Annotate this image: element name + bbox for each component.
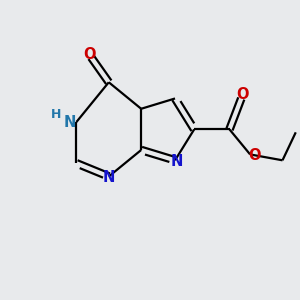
Text: O: O [236,87,249,102]
Text: N: N [103,170,115,185]
Text: O: O [248,148,261,164]
Text: H: H [51,108,61,121]
Text: O: O [83,47,96,62]
Text: N: N [170,154,183,169]
Text: N: N [64,115,76,130]
